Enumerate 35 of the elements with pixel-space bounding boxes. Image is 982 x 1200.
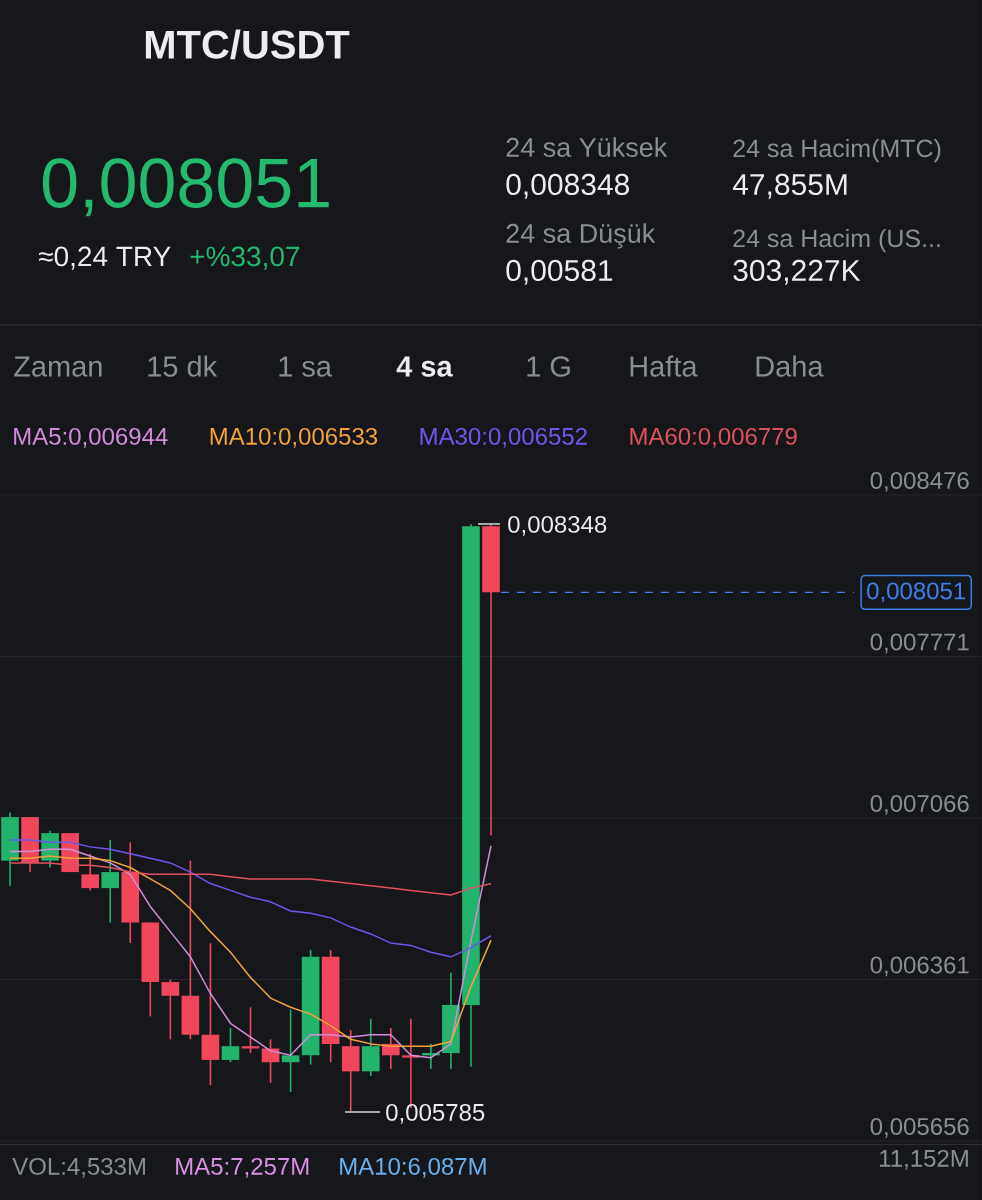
- y-tick-label: 0,007771: [870, 633, 969, 654]
- text: 11,152M: [880, 1149, 968, 1170]
- y-tick-label: 0,006361: [870, 956, 969, 977]
- ref-line-label: 0,008051: [867, 582, 966, 603]
- text: MA60:0,006779: [630, 427, 797, 448]
- text: 24 sa Yüksek: [506, 137, 668, 157]
- text: 24 sa Düşük: [506, 223, 656, 249]
- text: 0,00581: [506, 259, 613, 285]
- text: 1 G: [527, 356, 570, 377]
- text: 15 dk: [148, 355, 218, 377]
- text: MA5:0,006944: [14, 427, 168, 448]
- y-tick-label: 0,005656: [870, 1118, 969, 1138]
- chart-title: MTC/USDT: [145, 29, 350, 60]
- text: ≈0,24 TRY: [38, 246, 171, 270]
- text: 24 sa Hacim (US...: [733, 228, 940, 253]
- text: 4 sa: [396, 356, 453, 377]
- text: Zaman: [14, 356, 102, 377]
- text: 0,008051: [42, 158, 329, 217]
- text: MA10:6,087M: [340, 1157, 486, 1178]
- y-tick-label: 0,007066: [870, 794, 969, 815]
- text: MA10:0,006533: [210, 427, 378, 448]
- text: MA5:7,257M: [176, 1157, 309, 1178]
- text: Hafta: [630, 355, 698, 377]
- text: 303,227K: [733, 259, 861, 285]
- annotation: 0,008348: [508, 515, 607, 536]
- text: 24 sa Hacim(MTC): [733, 138, 941, 163]
- annotation: 0,005785: [386, 1103, 485, 1124]
- text: VOL:4,533M: [12, 1157, 145, 1178]
- text: 47,855M: [732, 173, 847, 199]
- y-tick-label: 0,008476: [870, 471, 969, 492]
- text: 0,008348: [506, 173, 629, 199]
- text: Daha: [756, 355, 824, 377]
- text: MA30:0,006552: [420, 427, 587, 448]
- text: +%33,07: [190, 246, 300, 270]
- text: 1 sa: [279, 356, 332, 377]
